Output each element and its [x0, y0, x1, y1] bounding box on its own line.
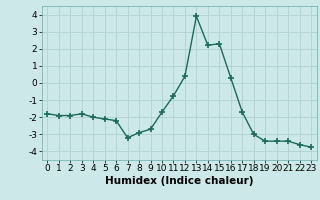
X-axis label: Humidex (Indice chaleur): Humidex (Indice chaleur) [105, 176, 253, 186]
